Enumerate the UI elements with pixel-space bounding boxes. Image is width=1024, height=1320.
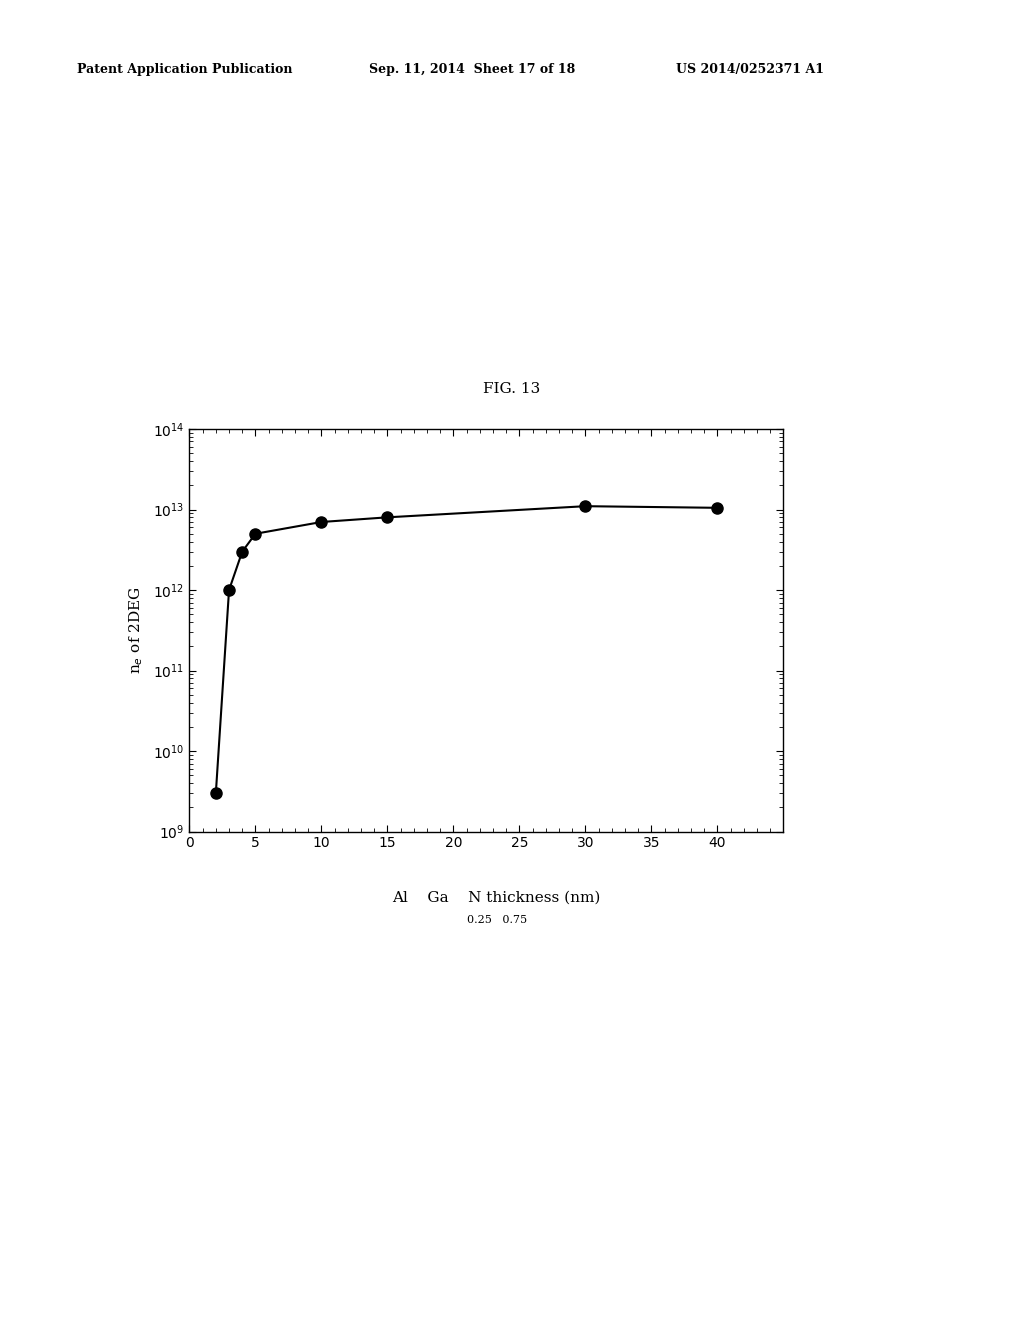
Y-axis label: n$_e$ of 2DEG: n$_e$ of 2DEG [127,586,144,675]
Text: Al    Ga    N thickness (nm): Al Ga N thickness (nm) [392,891,601,906]
Text: 0.25   0.75: 0.25 0.75 [467,915,526,925]
Text: US 2014/0252371 A1: US 2014/0252371 A1 [676,63,824,77]
Text: FIG. 13: FIG. 13 [483,381,541,396]
Text: Sep. 11, 2014  Sheet 17 of 18: Sep. 11, 2014 Sheet 17 of 18 [369,63,574,77]
Text: Patent Application Publication: Patent Application Publication [77,63,292,77]
